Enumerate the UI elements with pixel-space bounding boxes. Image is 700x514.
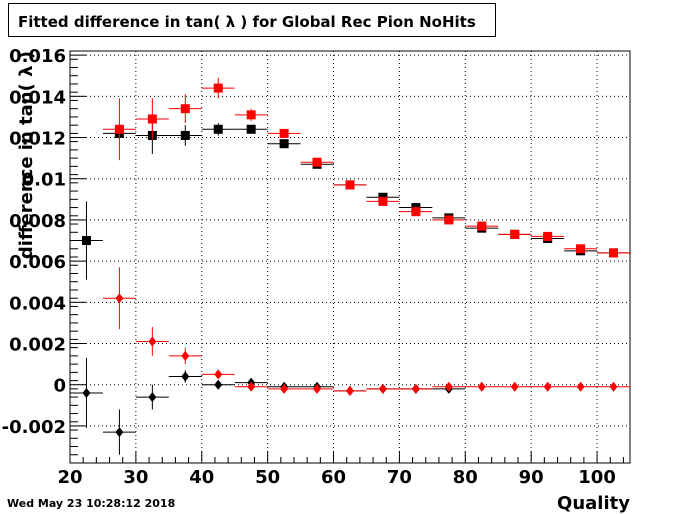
x-tick-label: 60 bbox=[321, 467, 346, 488]
series-4 bbox=[102, 267, 630, 396]
data-point-diamond bbox=[477, 381, 486, 392]
y-tick-label: 0.012 bbox=[9, 129, 66, 150]
y-tick-label: -0.002 bbox=[2, 417, 66, 438]
grid-lines bbox=[69, 51, 630, 463]
data-point-square bbox=[114, 124, 124, 134]
data-point-square bbox=[411, 207, 421, 217]
plot-frame bbox=[69, 50, 631, 464]
data-point-diamond bbox=[181, 371, 190, 382]
data-point-square bbox=[378, 196, 388, 206]
data-point-square bbox=[213, 124, 223, 134]
y-tick-label: 0.004 bbox=[9, 293, 66, 314]
y-tick-label: 0 bbox=[53, 376, 66, 397]
data-point-diamond bbox=[378, 383, 387, 394]
data-point-square bbox=[81, 236, 91, 246]
data-point-diamond bbox=[444, 381, 453, 392]
x-tick-label: 30 bbox=[123, 467, 148, 488]
data-point-square bbox=[345, 180, 355, 190]
data-point-square bbox=[477, 221, 487, 231]
tick-labels: 20 30 40 50 60 70 80 90 100 -0.002 0 0.002 0.004 0.00… bbox=[2, 46, 616, 488]
data-point-diamond bbox=[214, 379, 223, 390]
series-3 bbox=[70, 357, 466, 455]
timestamp: Wed May 23 10:28:12 2018 bbox=[7, 497, 176, 510]
y-tick-label: 0.014 bbox=[9, 87, 66, 108]
x-tick-label: 90 bbox=[519, 467, 544, 488]
data-point-square bbox=[312, 157, 322, 167]
data-point-diamond bbox=[115, 293, 124, 304]
x-tick-label: 40 bbox=[189, 467, 214, 488]
data-point-square bbox=[180, 130, 190, 140]
x-tick-label: 20 bbox=[57, 467, 82, 488]
data-point-diamond bbox=[82, 387, 91, 398]
chart-title: Fitted difference in tan( λ ) for Global… bbox=[18, 13, 476, 31]
data-point-diamond bbox=[346, 385, 354, 396]
y-tick-label: 0.016 bbox=[9, 46, 66, 67]
data-points bbox=[70, 77, 630, 455]
y-tick-label: 0.008 bbox=[9, 211, 66, 232]
y-tick-label: 0.01 bbox=[22, 170, 66, 191]
data-point-diamond bbox=[115, 427, 124, 438]
data-point-diamond bbox=[543, 381, 552, 392]
data-point-square bbox=[543, 231, 553, 241]
x-tick-label: 100 bbox=[578, 467, 616, 488]
data-point-diamond bbox=[214, 369, 223, 380]
x-axis-label: Quality bbox=[557, 493, 630, 514]
y-axis-label: difference in tan( λ ) bbox=[16, 51, 37, 259]
data-point-square bbox=[576, 244, 586, 254]
data-point-square bbox=[510, 229, 520, 239]
series-2 bbox=[102, 77, 630, 258]
data-point-diamond bbox=[411, 383, 420, 394]
data-point-square bbox=[279, 139, 289, 149]
data-point-square bbox=[444, 215, 454, 225]
title-box: Fitted difference in tan( λ ) for Global… bbox=[8, 3, 496, 37]
data-point-diamond bbox=[148, 392, 157, 403]
y-tick-label: 0.002 bbox=[9, 335, 66, 356]
data-point-diamond bbox=[181, 350, 190, 361]
series-1 bbox=[70, 116, 630, 280]
data-point-square bbox=[246, 110, 256, 120]
data-point-diamond bbox=[510, 381, 519, 392]
data-point-diamond bbox=[247, 381, 256, 392]
x-tick-label: 80 bbox=[453, 467, 478, 488]
axis-ticks bbox=[69, 50, 624, 464]
data-point-square bbox=[147, 114, 157, 124]
x-tick-label: 50 bbox=[255, 467, 280, 488]
data-point-square bbox=[180, 104, 190, 114]
data-point-square bbox=[246, 124, 256, 134]
data-point-diamond bbox=[280, 383, 289, 394]
y-tick-label: 0.006 bbox=[9, 252, 66, 273]
data-point-square bbox=[279, 128, 289, 138]
data-point-square bbox=[213, 83, 223, 93]
data-point-diamond bbox=[576, 381, 585, 392]
data-point-diamond bbox=[609, 381, 618, 392]
data-point-square bbox=[609, 248, 619, 258]
data-point-diamond bbox=[148, 336, 157, 347]
data-point-diamond bbox=[313, 383, 322, 394]
x-tick-label: 70 bbox=[387, 467, 412, 488]
